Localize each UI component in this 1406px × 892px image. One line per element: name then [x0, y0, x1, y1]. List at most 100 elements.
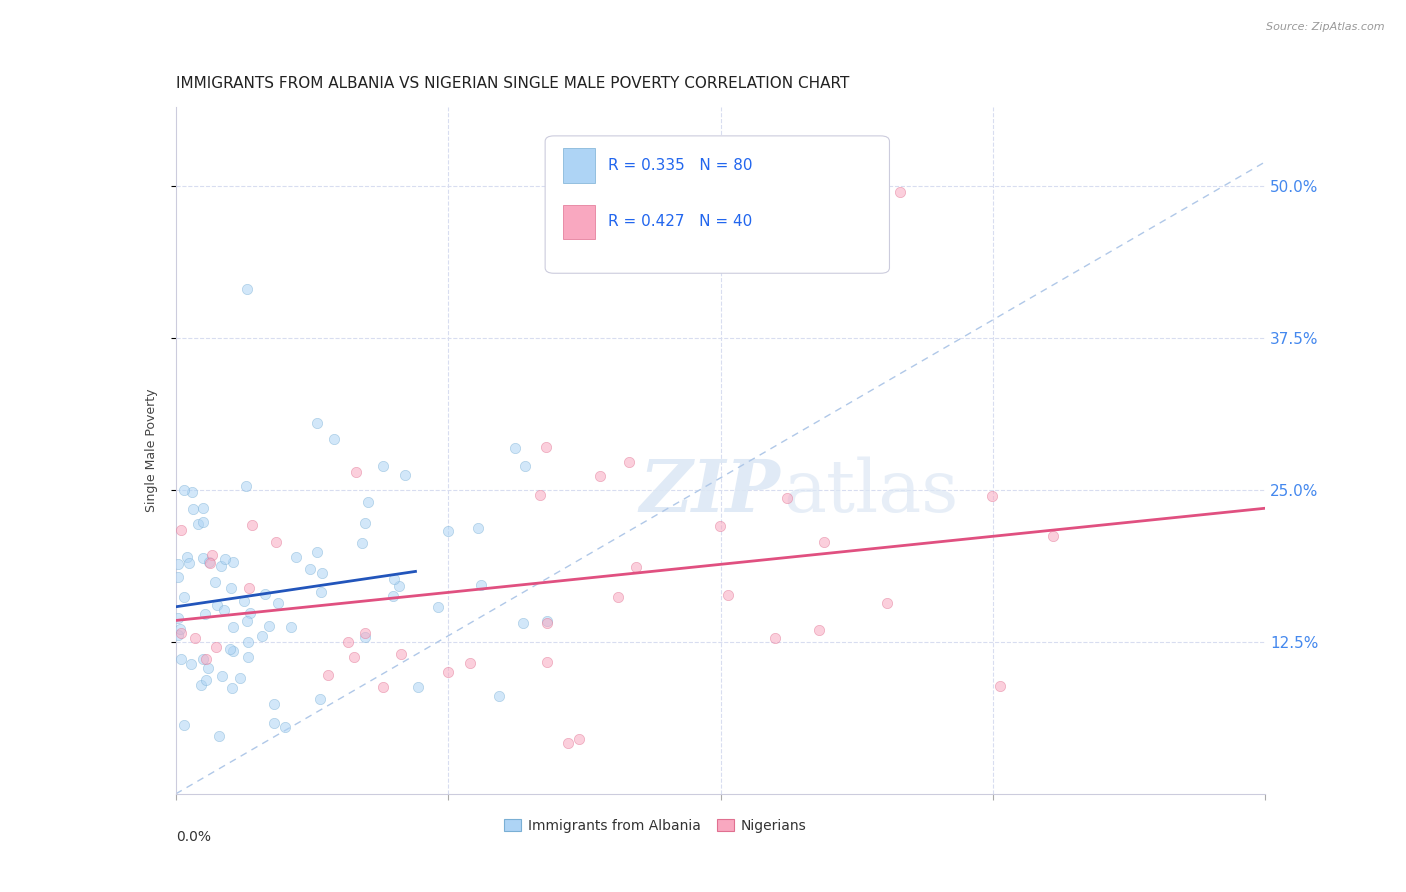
- Point: [239, 606, 262, 620]
- Point: [267, 596, 290, 610]
- Point: [311, 584, 333, 599]
- Point: [307, 545, 329, 559]
- Text: 0.0%: 0.0%: [176, 830, 211, 844]
- Point: [194, 607, 217, 621]
- Point: [352, 536, 374, 550]
- Point: [238, 635, 260, 649]
- Point: [250, 629, 273, 643]
- Point: [167, 611, 190, 625]
- Point: [169, 651, 191, 665]
- Point: [193, 652, 215, 666]
- Point: [200, 556, 222, 570]
- Point: [263, 716, 285, 731]
- Point: [709, 519, 731, 533]
- Point: [167, 570, 190, 584]
- Point: [205, 598, 228, 612]
- FancyBboxPatch shape: [546, 136, 890, 273]
- Point: [512, 615, 534, 630]
- Point: [228, 671, 250, 685]
- Point: [238, 581, 260, 595]
- Point: [263, 698, 285, 712]
- Point: [180, 657, 202, 671]
- Point: [195, 652, 218, 666]
- Point: [470, 578, 492, 592]
- Y-axis label: Single Male Poverty: Single Male Poverty: [145, 389, 157, 512]
- Point: [285, 549, 308, 564]
- Point: [221, 643, 243, 657]
- Point: [807, 623, 830, 637]
- Point: [298, 562, 321, 576]
- Point: [458, 656, 481, 670]
- Point: [467, 521, 489, 535]
- Point: [198, 555, 221, 569]
- Point: [254, 587, 277, 601]
- Point: [233, 593, 256, 607]
- Point: [353, 516, 375, 530]
- Point: [1042, 529, 1064, 543]
- Point: [357, 495, 380, 509]
- Point: [336, 634, 359, 648]
- Point: [589, 469, 612, 483]
- Point: [488, 690, 510, 704]
- Point: [177, 557, 200, 571]
- Point: [209, 559, 232, 574]
- Point: [186, 516, 209, 531]
- Point: [344, 465, 367, 479]
- Point: [513, 458, 536, 473]
- Point: [617, 455, 640, 469]
- Point: [169, 623, 191, 637]
- Point: [889, 185, 911, 199]
- Point: [173, 591, 195, 605]
- Point: [536, 655, 558, 669]
- FancyBboxPatch shape: [562, 148, 595, 183]
- Point: [763, 632, 786, 646]
- Text: R = 0.427   N = 40: R = 0.427 N = 40: [609, 214, 752, 229]
- Point: [776, 491, 799, 505]
- Legend: Immigrants from Albania, Nigerians: Immigrants from Albania, Nigerians: [498, 814, 813, 838]
- Point: [607, 591, 630, 605]
- Point: [211, 668, 233, 682]
- Point: [981, 489, 1004, 503]
- Point: [201, 548, 224, 562]
- Point: [557, 736, 579, 750]
- Point: [406, 680, 429, 694]
- Point: [534, 441, 557, 455]
- Point: [181, 485, 204, 500]
- Point: [190, 678, 212, 692]
- Text: Source: ZipAtlas.com: Source: ZipAtlas.com: [1267, 22, 1385, 32]
- Point: [274, 720, 297, 734]
- Point: [184, 632, 207, 646]
- Point: [214, 552, 236, 566]
- Point: [173, 718, 195, 732]
- Point: [371, 680, 394, 694]
- Point: [381, 589, 404, 603]
- Point: [437, 665, 460, 680]
- Point: [503, 441, 526, 455]
- Point: [437, 524, 460, 539]
- Point: [167, 628, 190, 642]
- Point: [181, 502, 204, 516]
- Point: [280, 620, 302, 634]
- Point: [384, 573, 406, 587]
- Point: [235, 479, 257, 493]
- Point: [394, 468, 416, 483]
- Point: [716, 588, 738, 602]
- Point: [257, 619, 280, 633]
- Point: [170, 626, 193, 640]
- Point: [536, 614, 558, 628]
- Point: [354, 625, 377, 640]
- Point: [266, 535, 288, 549]
- Point: [308, 692, 330, 706]
- Point: [427, 599, 450, 614]
- Point: [173, 483, 195, 497]
- Point: [221, 681, 243, 696]
- Text: ZIP: ZIP: [640, 456, 780, 527]
- Point: [218, 642, 240, 657]
- Point: [529, 488, 551, 502]
- Point: [208, 729, 231, 743]
- Point: [307, 416, 329, 430]
- Point: [219, 581, 242, 595]
- Point: [222, 555, 245, 569]
- Point: [236, 614, 259, 628]
- Point: [235, 282, 257, 296]
